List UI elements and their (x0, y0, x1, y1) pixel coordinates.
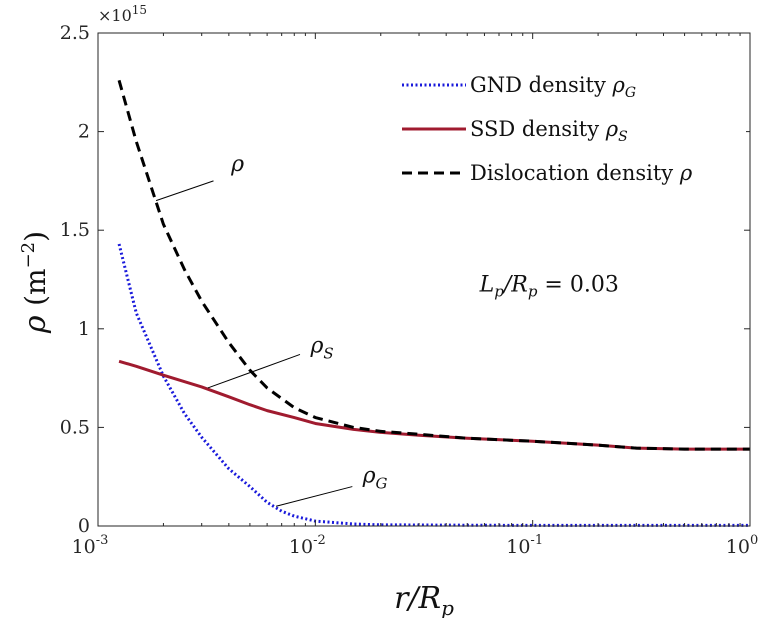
y-tick-label: 0.5 (60, 416, 90, 438)
callout-label-ann-rho-s: ρS (309, 333, 333, 362)
x-axis-sub: p (441, 596, 454, 618)
legend-label-gnd: GND density ρG (470, 73, 636, 101)
annotation-layer: ρ ρS ρG (155, 152, 388, 507)
y-multiplier: ×1015 (98, 3, 147, 25)
series-line-total (117, 79, 750, 451)
legend-name-total: Dislocation density (470, 161, 673, 185)
y-multiplier-base: ×10 (98, 6, 132, 25)
callout-line-ann-rho-g (275, 486, 353, 507)
legend-label-total: Dislocation density ρ (470, 161, 693, 185)
plot-frame (97, 32, 751, 527)
tick-layer: 0 0.5 1 1.5 2 2.5 10-3 10-2 10-1 100 (60, 22, 758, 558)
legend: GND density ρG SSD density ρS Dislocatio… (390, 60, 746, 198)
ratio-eq: = 0.03 (537, 272, 618, 297)
legend-sub-ssd: S (618, 129, 628, 145)
legend-label-ssd: SSD density ρS (470, 117, 628, 145)
legend-sub-gnd: G (625, 85, 636, 101)
x-tick-label: 10-2 (289, 533, 326, 558)
series-line-gnd (117, 243, 750, 527)
x-tick-label: 100 (726, 533, 758, 558)
legend-name-gnd: GND density (470, 73, 606, 97)
ratio-mid: /R (502, 272, 528, 297)
y-tick-label: 2.5 (60, 22, 90, 44)
y-tick-label: 2 (78, 121, 90, 143)
x-axis-var: r/R (394, 581, 441, 616)
x-tick-label: 10-1 (506, 533, 543, 558)
y-axis-exp: −2 (18, 242, 39, 269)
y-axis-label: ρ (m−2) (18, 231, 53, 334)
y-tick-label: 1.5 (60, 219, 90, 241)
ratio-lhs-sub: p (494, 282, 504, 300)
x-tick-label: 10-3 (72, 533, 109, 558)
ratio-lhs: L (479, 272, 495, 297)
ratio-annotation: Lp/Rp = 0.03 (479, 272, 619, 300)
ratio-mid-sub: p (528, 282, 538, 300)
legend-sym-total: ρ (679, 161, 693, 185)
legend-sym-ssd: ρ (605, 117, 619, 141)
callout-line-ann-rho (155, 180, 214, 202)
legend-name-ssd: SSD density (470, 117, 599, 141)
legend-sym-gnd: ρ (612, 73, 626, 97)
callout-line-ann-rho-s (207, 353, 301, 389)
callout-label-ann-rho: ρ (230, 152, 244, 177)
callout-label-ann-rho-g: ρG (362, 464, 388, 493)
y-axis-var: ρ (18, 315, 53, 334)
y-multiplier-exp: 15 (132, 3, 147, 17)
series-layer (117, 79, 750, 527)
y-axis-close: ) (19, 231, 52, 242)
y-axis-unit: (m (19, 268, 52, 305)
y-tick-label: 1 (78, 318, 90, 340)
y-tick-label: 0 (78, 515, 90, 537)
x-axis-label: r/Rp (394, 581, 454, 618)
